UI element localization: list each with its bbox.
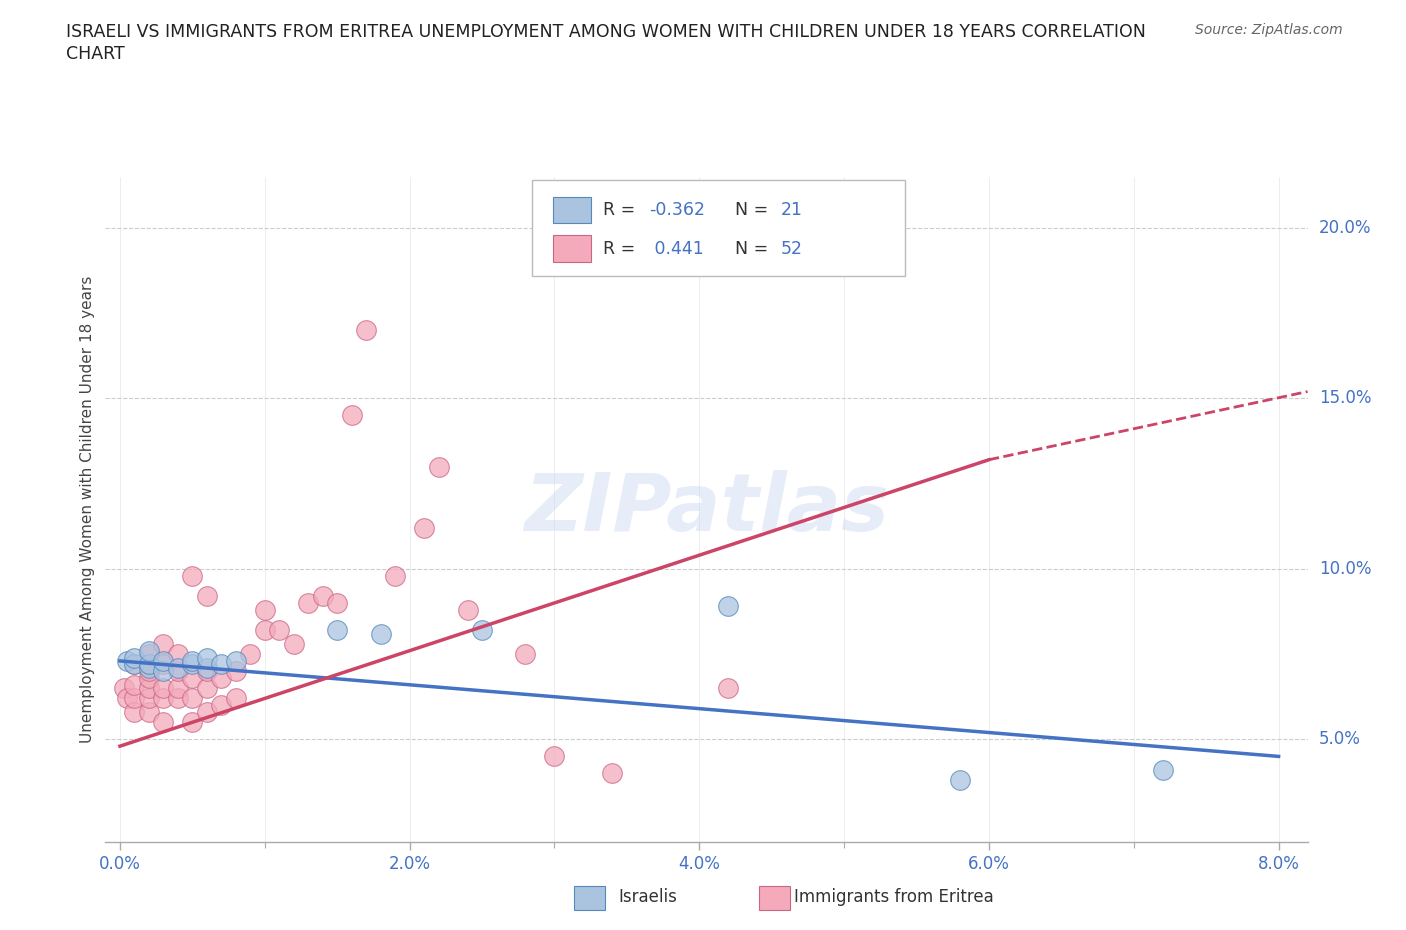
Point [124, 677, 146, 692]
Point [239, 646, 262, 661]
Point [138, 644, 160, 658]
Point [152, 715, 174, 730]
FancyBboxPatch shape [759, 886, 790, 910]
Point [167, 646, 190, 661]
Point [115, 654, 138, 669]
Point [253, 603, 276, 618]
Point [269, 623, 291, 638]
Point [427, 459, 450, 474]
Text: Israelis: Israelis [619, 888, 678, 907]
Point [115, 691, 138, 706]
Point [167, 681, 190, 696]
Point [152, 664, 174, 679]
Point [112, 681, 135, 696]
Point [384, 568, 406, 583]
Text: ISRAELI VS IMMIGRANTS FROM ERITREA UNEMPLOYMENT AMONG WOMEN WITH CHILDREN UNDER : ISRAELI VS IMMIGRANTS FROM ERITREA UNEMP… [66, 23, 1146, 41]
Point [167, 691, 190, 706]
Text: 0.441: 0.441 [648, 240, 703, 258]
Point [152, 654, 174, 669]
Point [1152, 763, 1174, 777]
Point [124, 705, 146, 720]
Point [124, 650, 146, 665]
Point [195, 650, 218, 665]
Point [138, 660, 160, 675]
Point [225, 691, 247, 706]
Text: 21: 21 [782, 201, 803, 219]
Text: 52: 52 [782, 240, 803, 258]
Point [138, 671, 160, 685]
Text: R =: R = [603, 240, 641, 258]
Point [152, 691, 174, 706]
Point [138, 705, 160, 720]
FancyBboxPatch shape [553, 235, 591, 262]
Point [297, 595, 319, 610]
Point [253, 623, 276, 638]
Point [209, 698, 232, 712]
Point [471, 623, 494, 638]
Point [124, 691, 146, 706]
Point [326, 595, 349, 610]
Point [354, 323, 377, 338]
Text: 5.0%: 5.0% [1319, 730, 1361, 749]
Text: -0.362: -0.362 [648, 201, 704, 219]
Point [167, 660, 190, 675]
Point [181, 715, 204, 730]
Point [138, 691, 160, 706]
FancyBboxPatch shape [553, 196, 591, 223]
Point [340, 408, 363, 423]
Text: N =: N = [735, 201, 775, 219]
Point [138, 664, 160, 679]
Point [138, 657, 160, 671]
Text: Source: ZipAtlas.com: Source: ZipAtlas.com [1195, 23, 1343, 37]
Point [152, 681, 174, 696]
FancyBboxPatch shape [533, 180, 905, 276]
Point [152, 636, 174, 651]
Point [543, 749, 565, 764]
Point [717, 681, 740, 696]
Point [370, 626, 392, 641]
Point [413, 521, 436, 536]
Point [949, 773, 972, 788]
Point [326, 623, 349, 638]
Point [181, 671, 204, 685]
Text: N =: N = [735, 240, 775, 258]
Point [515, 646, 537, 661]
FancyBboxPatch shape [574, 886, 605, 910]
Y-axis label: Unemployment Among Women with Children Under 18 years: Unemployment Among Women with Children U… [80, 275, 94, 743]
Text: 10.0%: 10.0% [1319, 560, 1371, 578]
Point [457, 603, 479, 618]
Point [181, 568, 204, 583]
Point [195, 681, 218, 696]
Point [138, 681, 160, 696]
Point [181, 691, 204, 706]
Text: 20.0%: 20.0% [1319, 219, 1371, 237]
Point [195, 589, 218, 604]
Point [195, 705, 218, 720]
Point [225, 654, 247, 669]
Point [209, 657, 232, 671]
Point [225, 664, 247, 679]
Point [195, 664, 218, 679]
Point [602, 766, 624, 781]
Point [195, 660, 218, 675]
Point [138, 646, 160, 661]
Text: 15.0%: 15.0% [1319, 390, 1371, 407]
Point [138, 657, 160, 671]
Point [312, 589, 335, 604]
Text: R =: R = [603, 201, 641, 219]
Point [181, 654, 204, 669]
Text: Immigrants from Eritrea: Immigrants from Eritrea [794, 888, 994, 907]
Point [209, 671, 232, 685]
Text: CHART: CHART [66, 45, 125, 62]
Text: ZIPatlas: ZIPatlas [524, 471, 889, 548]
Point [283, 636, 305, 651]
Point [717, 599, 740, 614]
Point [181, 657, 204, 671]
Point [152, 657, 174, 671]
Point [124, 657, 146, 671]
Point [124, 657, 146, 671]
Point [167, 664, 190, 679]
